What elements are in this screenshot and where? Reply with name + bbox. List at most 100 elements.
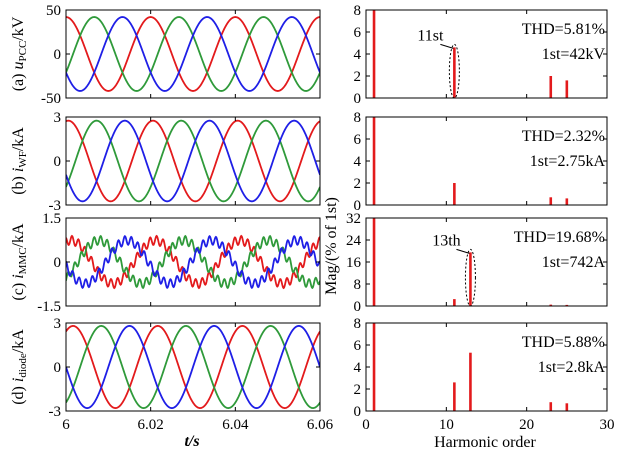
harmonic-axis-label: Harmonic order bbox=[434, 434, 536, 451]
y-tick-label: 0 bbox=[354, 299, 362, 315]
x-tick-label: 20 bbox=[519, 417, 534, 433]
spectrum-panel-3: 32 24 16 8 0 THD=19.68% 1st=742A 13th bbox=[346, 211, 608, 315]
y-axis-label-variable: u bbox=[10, 62, 27, 70]
harmonic-bar bbox=[565, 403, 569, 411]
waveform-panel-3: 1.5 0 -1.5 (c) iMMC/kA bbox=[10, 211, 321, 315]
x-tick-label: 30 bbox=[600, 417, 615, 433]
spectrum-panel-1: 8 6 4 2 0 THD=5.81% 1st=42kV 11st bbox=[354, 3, 608, 107]
thd-label: THD=19.68% bbox=[514, 229, 605, 246]
y-axis-label-unit: /kA bbox=[10, 127, 27, 151]
harmonic-bar bbox=[453, 299, 456, 306]
annotation-leader bbox=[456, 248, 470, 254]
y-axis-label-prefix: (d) bbox=[10, 382, 27, 405]
y-tick-label: 0 bbox=[54, 47, 62, 63]
y-tick-label: 0 bbox=[354, 91, 362, 107]
harmonic-bar bbox=[549, 76, 553, 98]
y-tick-label: -50 bbox=[41, 91, 61, 107]
harmonic-bar bbox=[469, 252, 472, 306]
y-tick-label: 6 bbox=[354, 25, 362, 41]
y-tick-label: 50 bbox=[46, 3, 61, 19]
y-axis-label-prefix: (c) bbox=[10, 279, 27, 301]
y-axis-label-subscript: PCC bbox=[17, 41, 29, 62]
y-tick-label: 6 bbox=[354, 338, 362, 354]
y-tick-label: 8 bbox=[354, 110, 362, 126]
y-tick-label: 8 bbox=[354, 3, 362, 19]
y-tick-label: -3 bbox=[49, 198, 62, 214]
phase-a-line bbox=[66, 16, 320, 92]
harmonic-bar bbox=[453, 382, 456, 411]
harmonic-bar bbox=[372, 117, 376, 205]
harmonic-bar bbox=[565, 304, 569, 306]
harmonic-highlight-ellipse bbox=[448, 43, 460, 99]
y-axis-label-variable: i bbox=[10, 274, 27, 278]
y-axis-label-subscript: MMC bbox=[17, 247, 29, 274]
y-axis-label: (c) iMMC/kA bbox=[10, 223, 29, 301]
x-tick-label: 6.04 bbox=[222, 417, 249, 433]
y-tick-label: 0 bbox=[54, 255, 62, 271]
y-axis-label: (d) idiode/kA bbox=[10, 329, 29, 405]
fundamental-label: 1st=42kV bbox=[542, 46, 606, 63]
harmonic-bar bbox=[453, 183, 456, 205]
thd-label: THD=2.32% bbox=[522, 128, 605, 145]
fundamental-label: 1st=2.75kA bbox=[530, 153, 606, 170]
y-tick-label: 4 bbox=[354, 47, 362, 63]
y-tick-label: 2 bbox=[354, 176, 362, 192]
spectrum-panel-2: 8 6 4 2 0 THD=2.32% 1st=2.75kA bbox=[354, 110, 608, 214]
x-tick-label: 0 bbox=[362, 417, 370, 433]
thd-label: THD=5.88% bbox=[522, 334, 605, 351]
y-axis-label-unit: /kA bbox=[10, 329, 27, 353]
spectrum-panels: 86420THD=5.81%1st=42kV11st86420THD=2.32%… bbox=[346, 3, 615, 433]
y-tick-label: 32 bbox=[346, 211, 361, 227]
y-axis-label-prefix: (a) bbox=[10, 70, 27, 92]
x-tick-label: 6 bbox=[62, 417, 70, 433]
waveform-panel-2: 3 0 -3 (b) iWF/kA bbox=[10, 110, 321, 214]
y-axis-label: (a) uPCC/kV bbox=[10, 16, 29, 91]
harmonic-bar bbox=[549, 197, 553, 205]
annotation-leader bbox=[440, 43, 454, 49]
y-axis-label-prefix: (b) bbox=[10, 172, 27, 195]
y-axis-label: (b) iWF/kA bbox=[10, 127, 29, 195]
y-tick-label: 3 bbox=[54, 110, 62, 126]
x-tick-label: 6.06 bbox=[307, 417, 334, 433]
spectrum-y-axis-label: Mag/(% of 1st) bbox=[323, 197, 340, 295]
harmonic-bar bbox=[372, 323, 376, 411]
harmonic-bar bbox=[469, 352, 472, 411]
phase-a-line bbox=[66, 119, 320, 203]
harmonic-bar bbox=[372, 218, 376, 306]
harmonic-annotation-label: 13th bbox=[432, 232, 460, 249]
y-tick-label: -3 bbox=[49, 404, 62, 420]
phase-a-line bbox=[66, 325, 320, 409]
y-axis-label-subscript: diode bbox=[17, 353, 29, 378]
phase-b-line bbox=[66, 119, 320, 203]
harmonic-annotation-label: 11st bbox=[417, 27, 444, 44]
y-tick-label: 0 bbox=[54, 154, 62, 170]
y-tick-label: 6 bbox=[354, 132, 362, 148]
harmonic-bar bbox=[565, 198, 569, 205]
y-tick-label: 24 bbox=[346, 233, 362, 249]
x-tick-label: 10 bbox=[439, 417, 454, 433]
phase-c-line bbox=[66, 235, 320, 289]
waveform-panel-1: 50 0 -50 (a) uPCC/kV bbox=[10, 3, 321, 107]
plot-frame bbox=[65, 9, 321, 99]
fundamental-label: 1st=2.8kA bbox=[538, 359, 606, 376]
phase-c-line bbox=[66, 119, 320, 203]
fundamental-label: 1st=742A bbox=[542, 254, 606, 271]
y-axis-label-subscript: WF bbox=[17, 151, 29, 168]
y-tick-label: 8 bbox=[354, 277, 362, 293]
phase-c-line bbox=[66, 325, 320, 409]
y-axis-label-unit: /kV bbox=[10, 16, 27, 40]
harmonic-bar bbox=[549, 304, 553, 306]
y-tick-label: 2 bbox=[354, 69, 362, 85]
phase-b-line bbox=[66, 234, 320, 290]
harmonic-bar bbox=[565, 80, 569, 98]
y-tick-label: -1.5 bbox=[37, 299, 61, 315]
y-tick-label: 4 bbox=[354, 360, 362, 376]
phase-a-line bbox=[66, 234, 320, 290]
y-tick-label: 0 bbox=[54, 360, 62, 376]
harmonic-bar bbox=[549, 402, 553, 411]
y-tick-label: 4 bbox=[354, 154, 362, 170]
y-tick-label: 3 bbox=[54, 316, 62, 332]
